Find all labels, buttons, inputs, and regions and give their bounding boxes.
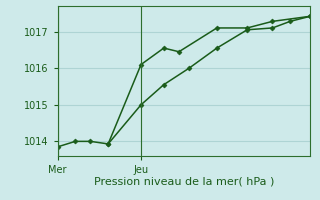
X-axis label: Pression niveau de la mer( hPa ): Pression niveau de la mer( hPa ) xyxy=(94,176,274,186)
